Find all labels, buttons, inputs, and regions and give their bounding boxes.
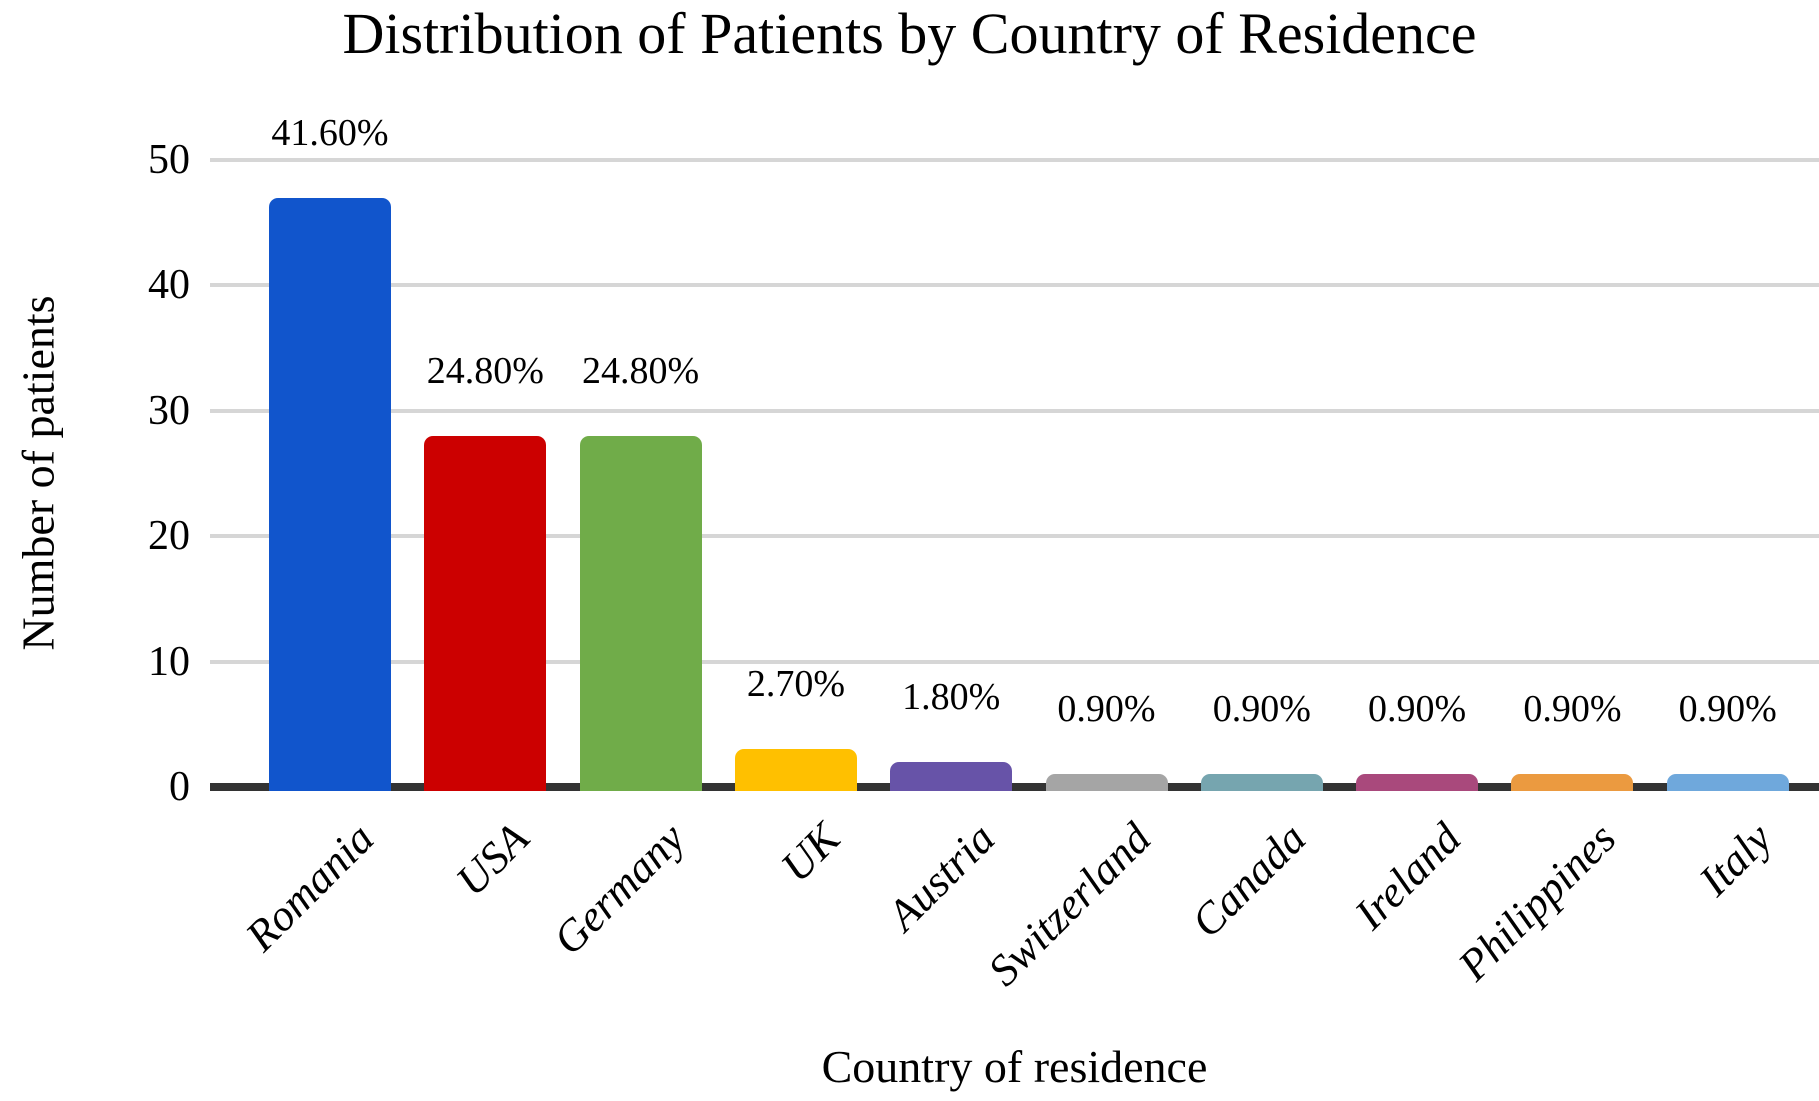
chart-title: Distribution of Patients by Country of R… <box>342 1 1477 66</box>
bar-canada <box>1200 774 1323 791</box>
y-tick-label-20: 20 <box>148 513 190 560</box>
y-tick-label-30: 30 <box>148 387 190 434</box>
gridline-10 <box>210 659 1819 664</box>
bar-switzerland <box>1045 774 1168 791</box>
bar-austria <box>890 761 1013 791</box>
y-tick-label-50: 50 <box>148 137 190 183</box>
gridline-20 <box>210 534 1819 539</box>
bar-usa <box>424 435 547 791</box>
bar-value-label-romania: 41.60% <box>271 111 389 154</box>
gridline-40 <box>210 283 1819 288</box>
bar-value-label-canada: 0.90% <box>1212 688 1311 731</box>
y-tick-label-10: 10 <box>148 638 190 685</box>
bar-value-label-usa: 24.80% <box>426 349 544 392</box>
bar-value-label-philippines: 0.90% <box>1523 688 1622 731</box>
gridline-50 <box>210 158 1819 162</box>
x-axis-line <box>210 783 1819 791</box>
bar-philippines <box>1511 774 1634 791</box>
bar-value-label-austria: 1.80% <box>902 675 1001 718</box>
x-axis-title: Country of residence <box>821 1041 1208 1092</box>
gridline-30 <box>210 408 1819 413</box>
bar-romania <box>269 197 391 791</box>
y-tick-label-0: 0 <box>169 764 190 810</box>
y-axis-title: Number of patients <box>12 295 64 651</box>
bar-value-label-switzerland: 0.90% <box>1057 688 1156 731</box>
bar-value-label-ireland: 0.90% <box>1368 688 1467 731</box>
bar-value-label-italy: 0.90% <box>1678 688 1777 731</box>
bar-italy <box>1666 774 1789 791</box>
bar-uk <box>734 749 857 791</box>
bar-value-label-uk: 2.70% <box>746 663 845 706</box>
bar-ireland <box>1356 774 1479 791</box>
bar-germany <box>579 435 702 791</box>
y-tick-label-40: 40 <box>148 262 190 309</box>
bar-value-label-germany: 24.80% <box>582 349 700 392</box>
